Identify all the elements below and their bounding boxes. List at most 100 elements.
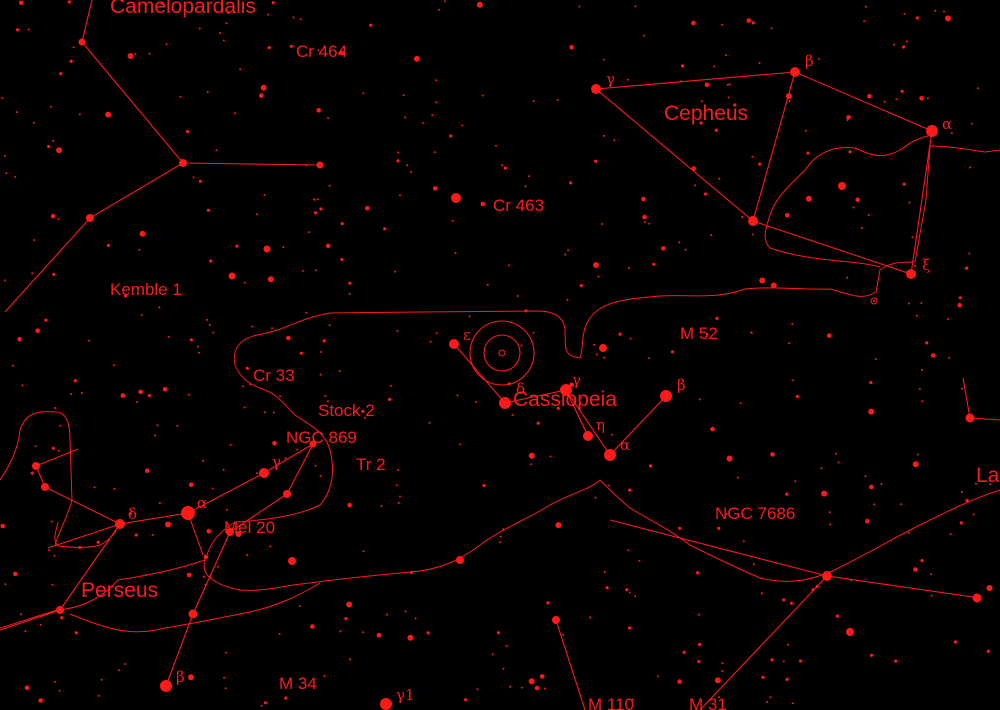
field-star: [860, 227, 863, 229]
field-star: [396, 329, 399, 332]
field-star: [759, 277, 766, 284]
field-star: [835, 614, 840, 618]
field-star: [38, 698, 43, 703]
small-circle-dot: [873, 300, 875, 302]
field-star: [260, 704, 263, 707]
field-star: [482, 484, 486, 488]
field-star: [186, 572, 192, 578]
field-star: [925, 341, 929, 345]
field-star: [652, 262, 656, 266]
field-star: [319, 475, 322, 478]
cas-per-boundary: [203, 364, 1000, 591]
field-star: [569, 45, 574, 50]
field-star: [603, 356, 605, 359]
field-star: [239, 68, 242, 71]
field-star: [782, 598, 786, 602]
field-star: [134, 53, 137, 55]
field-star: [509, 685, 512, 688]
field-star: [165, 43, 168, 46]
field-star: [232, 11, 235, 14]
field-star: [132, 3, 135, 6]
field-star: [319, 207, 323, 211]
field-star: [209, 576, 212, 579]
cassiopeia-eta: [565, 389, 589, 437]
field-star: [206, 208, 210, 212]
field-star: [613, 139, 616, 142]
field-star: [602, 58, 605, 61]
field-star: [361, 409, 365, 413]
camelopardalis-branch: [182, 162, 321, 166]
field-star: [863, 20, 866, 23]
field-star: [930, 353, 936, 358]
label-kemble1: Kemble 1: [110, 280, 182, 299]
field-star: [848, 150, 852, 154]
field-star: [67, 0, 71, 4]
field-star: [965, 266, 969, 270]
per-beta-star: [160, 680, 172, 692]
field-star: [965, 498, 969, 503]
field-star: [348, 292, 351, 295]
field-star: [657, 675, 659, 678]
field-star: [73, 379, 77, 383]
field-star: [789, 601, 794, 605]
field-star: [792, 379, 795, 382]
field-star: [850, 579, 853, 582]
field-star: [811, 588, 815, 592]
field-star: [39, 623, 42, 626]
field-star: [950, 132, 953, 135]
label-stock2: Stock 2: [318, 401, 375, 420]
field-star: [267, 13, 270, 16]
field-star: [88, 339, 91, 342]
field-star: [638, 559, 641, 562]
field-star: [134, 533, 138, 537]
field-star: [409, 570, 414, 575]
per-star-b: [32, 462, 40, 470]
label-m52: M 52: [680, 324, 718, 343]
greek-per-gamma: γ: [272, 453, 281, 471]
perseus-arm: [47, 523, 121, 549]
field-star: [837, 461, 840, 464]
field-star: [916, 453, 919, 456]
field-star: [363, 416, 366, 419]
field-star: [610, 433, 613, 436]
cam-star-1: [179, 159, 187, 167]
field-star: [158, 306, 161, 309]
field-star: [380, 703, 386, 708]
field-star: [632, 698, 634, 701]
cepheus-lines: [595, 71, 933, 275]
field-star: [4, 583, 7, 586]
greek-cas-epsilon: ε: [463, 326, 471, 344]
field-star: [926, 97, 929, 100]
field-star: [869, 653, 874, 657]
field-star: [976, 87, 979, 90]
field-star: [496, 631, 500, 635]
field-star: [986, 649, 990, 653]
field-star: [960, 491, 963, 493]
cep-star-q: [838, 182, 846, 190]
field-star: [697, 659, 701, 664]
field-star: [815, 585, 819, 589]
field-star: [725, 54, 727, 56]
field-star: [699, 121, 703, 125]
field-star: [162, 387, 168, 392]
field-star: [595, 353, 598, 356]
field-star: [299, 351, 303, 355]
field-star: [282, 246, 285, 249]
cr463-star: [451, 193, 461, 203]
field-star: [325, 243, 331, 249]
field-star: [428, 421, 431, 424]
field-star: [769, 696, 772, 699]
field-star: [516, 295, 519, 297]
per-star-f: [283, 490, 291, 498]
label-cr463: Cr 463: [493, 196, 544, 215]
field-star: [451, 219, 454, 222]
field-star: [118, 669, 120, 672]
field-star: [628, 488, 632, 492]
field-star: [198, 351, 201, 354]
label-ngc7686: NGC 7686: [715, 504, 795, 523]
field-star: [267, 276, 274, 283]
field-star: [69, 59, 73, 63]
field-star: [339, 50, 344, 56]
field-star: [407, 634, 414, 641]
